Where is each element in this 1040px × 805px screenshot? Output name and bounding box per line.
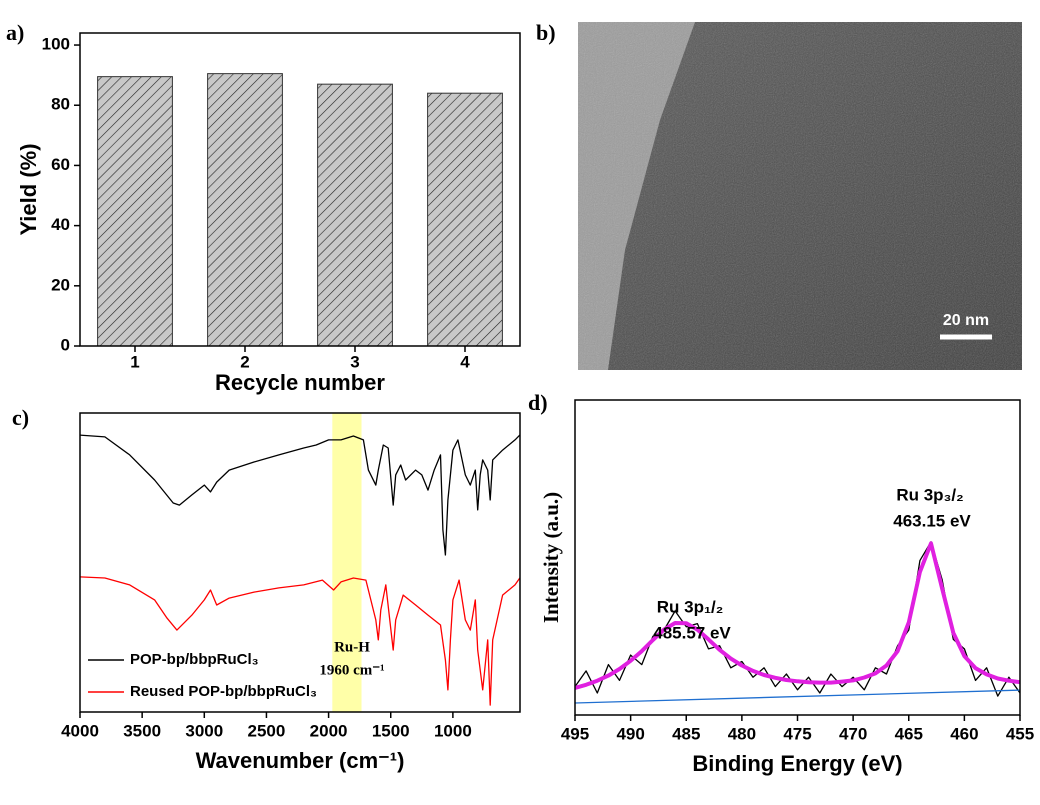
annotation: Ru 3p₁/₂ [657,597,724,616]
x-axis-title: Binding Energy (eV) [692,751,902,776]
legend-label: Reused POP-bp/bbpRuCl₃ [130,683,317,700]
x-tick-label: 2 [240,352,249,371]
bar [98,77,173,346]
plot-frame [575,400,1020,715]
series-line [575,690,1020,703]
series-line [575,543,1020,688]
annotation: 1960 cm⁻¹ [319,662,384,678]
y-tick-label: 0 [61,335,70,354]
series-line [80,435,520,555]
annotation: 485.57 eV [653,623,731,642]
bar [318,84,393,346]
y-tick-label: 100 [42,35,70,54]
bar [428,93,503,346]
y-tick-label: 40 [51,215,70,234]
x-tick-label: 480 [728,724,756,743]
panel-label: a) [6,20,24,45]
x-tick-label: 3000 [185,721,223,740]
x-tick-label: 490 [616,724,644,743]
x-tick-label: 3500 [123,721,161,740]
panel-label: b) [536,20,556,45]
panel-label: c) [12,405,29,430]
x-axis-title: Recycle number [215,370,385,395]
x-tick-label: 1000 [434,721,472,740]
annotation: Ru-H [334,639,370,655]
panel-label: d) [528,390,548,415]
x-tick-label: 475 [783,724,811,743]
annotation: 463.15 eV [893,511,971,530]
y-tick-label: 80 [51,95,70,114]
x-tick-label: 4 [460,352,470,371]
x-tick-label: 465 [895,724,923,743]
scale-bar-label: 20 nm [943,312,989,329]
x-tick-label: 1500 [372,721,410,740]
figure: 0 20 40 60 80 100 1 2 3 4 Recycle number Yield (%) a… [0,0,1040,805]
x-tick-label: 2000 [310,721,348,740]
x-tick-label: 4000 [61,721,99,740]
x-tick-label: 2500 [248,721,286,740]
x-tick-label: 1 [130,352,139,371]
x-tick-label: 485 [672,724,700,743]
x-axis-title: Wavenumber (cm⁻¹) [196,748,405,773]
page: 0 20 40 60 80 100 1 2 3 4 Recycle number Yield (%) a… [0,0,1040,805]
legend-label: POP-bp/bbpRuCl₃ [130,651,259,668]
series-line [575,542,1020,696]
annotation: Ru 3p₃/₂ [896,485,963,504]
x-tick-label: 495 [561,724,589,743]
y-axis-title: Intensity (a.u.) [539,492,563,623]
x-tick-label: 470 [839,724,867,743]
y-tick-label: 20 [51,275,70,294]
x-tick-label: 455 [1006,724,1034,743]
y-axis-title: Yield (%) [16,143,41,235]
x-tick-label: 460 [950,724,978,743]
x-tick-label: 3 [350,352,359,371]
bar [208,74,283,346]
y-tick-label: 60 [51,155,70,174]
